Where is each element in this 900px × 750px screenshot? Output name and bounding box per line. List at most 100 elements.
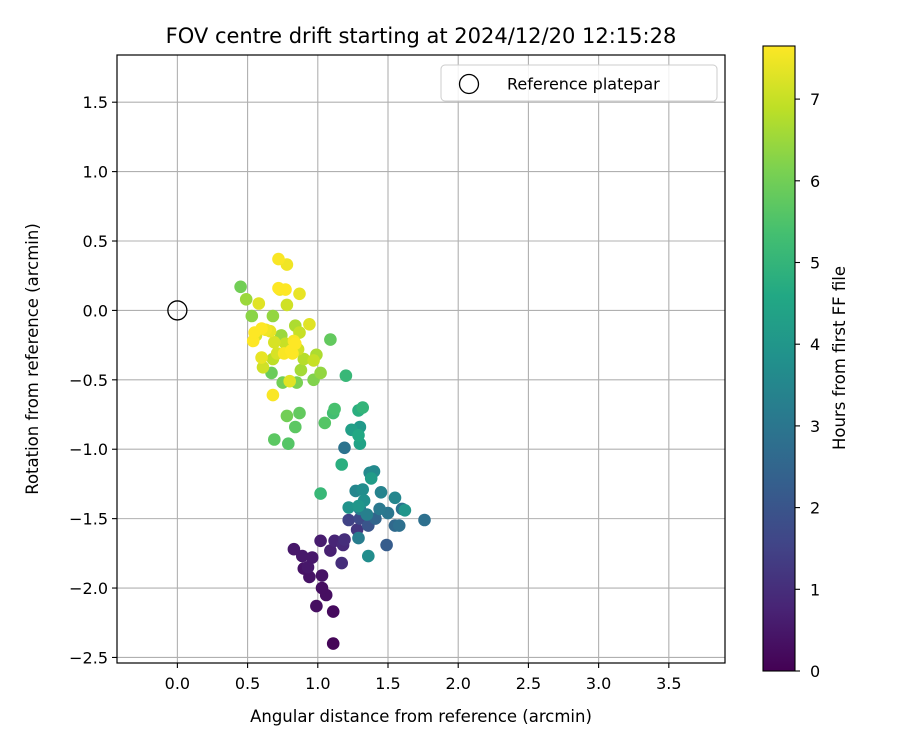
colorbar-label: Hours from first FF file: [830, 266, 849, 450]
data-point: [352, 531, 365, 545]
data-point: [282, 437, 295, 451]
y-tick-label: 1.0: [83, 163, 108, 182]
data-point: [297, 352, 311, 366]
x-tick-label: 0.0: [165, 674, 190, 693]
data-point: [315, 581, 329, 595]
data-point: [266, 388, 280, 402]
data-point: [335, 556, 349, 570]
data-point: [315, 569, 329, 582]
data-point: [324, 544, 337, 557]
colorbar: [762, 45, 796, 672]
data-point: [289, 337, 302, 351]
data-point: [324, 333, 337, 346]
data-point: [356, 401, 370, 414]
reference-marker: [167, 300, 188, 321]
y-axis-label: Rotation from reference (arcmin): [23, 223, 42, 495]
y-tick-label: −1.5: [69, 510, 108, 529]
data-points: [234, 252, 431, 650]
data-point: [303, 318, 316, 331]
data-point: [293, 406, 306, 420]
x-axis-ticks: 0.0 0.5 1.0 1.5 2.0 2.5 3.0 3.5: [165, 663, 682, 693]
colorbar-tick-label: 5: [810, 254, 820, 273]
y-axis-ticks: −2.5 −2.0 −1.5 −1.0 −0.5 0.0 0.5 1.0 1.5: [69, 93, 117, 667]
y-tick-label: 0.5: [83, 232, 108, 251]
colorbar-tick-label: 7: [810, 90, 820, 109]
data-point: [342, 513, 356, 527]
grid: [117, 55, 725, 663]
chart-title: FOV centre drift starting at 2024/12/20 …: [166, 24, 677, 48]
colorbar-tick-label: 2: [810, 499, 820, 518]
data-point: [296, 549, 309, 563]
data-point: [326, 637, 340, 650]
reference-platepar-point: [167, 300, 188, 321]
data-point: [256, 361, 270, 374]
y-tick-label: −1.0: [69, 440, 108, 459]
data-point: [279, 283, 292, 296]
x-tick-label: 2.5: [516, 674, 541, 693]
data-point: [360, 508, 374, 521]
data-point: [342, 501, 356, 514]
data-point: [293, 287, 306, 301]
data-point: [392, 519, 406, 532]
data-point: [289, 420, 302, 434]
data-point: [314, 534, 327, 548]
data-point: [356, 483, 370, 496]
data-point: [280, 409, 294, 423]
data-point: [234, 280, 247, 294]
data-point: [245, 309, 259, 323]
data-point: [266, 309, 280, 323]
colorbar-tick-label: 1: [810, 580, 820, 599]
x-tick-label: 0.5: [235, 674, 260, 693]
data-point: [310, 599, 323, 613]
data-point: [280, 298, 294, 312]
data-point: [374, 486, 388, 499]
data-point: [301, 560, 315, 574]
colorbar-tick-label: 3: [810, 417, 820, 436]
data-point: [248, 326, 261, 339]
colorbar-ticks: 0 1 2 3 4 5 6 7: [795, 90, 820, 681]
data-point: [364, 472, 378, 485]
data-point: [255, 351, 268, 364]
data-point: [268, 336, 281, 349]
data-point: [239, 293, 253, 306]
data-point: [335, 458, 349, 471]
data-point: [307, 354, 320, 367]
data-point: [283, 374, 297, 388]
colorbar-tick-label: 4: [810, 335, 820, 354]
data-point: [373, 502, 386, 516]
legend: Reference platepar: [440, 64, 718, 102]
legend-entry-label: Reference platepar: [507, 75, 660, 94]
x-tick-label: 1.0: [305, 674, 330, 693]
y-tick-label: −2.0: [69, 579, 108, 598]
data-point: [268, 433, 281, 446]
data-point: [326, 605, 340, 618]
data-point: [287, 542, 301, 556]
data-point: [294, 363, 308, 377]
x-tick-label: 2.0: [445, 674, 470, 693]
data-point: [286, 347, 299, 360]
data-point: [305, 551, 319, 564]
y-tick-label: −2.5: [69, 648, 108, 667]
data-point: [328, 402, 341, 416]
y-tick-label: 0.0: [83, 301, 108, 320]
data-point: [352, 499, 365, 513]
data-point: [252, 297, 266, 310]
data-point: [352, 429, 365, 442]
y-tick-label: −0.5: [69, 371, 108, 390]
colorbar-tick-label: 0: [810, 662, 820, 681]
data-point: [388, 491, 402, 505]
data-point: [272, 252, 285, 266]
data-point: [314, 487, 327, 500]
legend-marker-open-circle: [458, 73, 480, 95]
y-tick-label: 1.5: [83, 93, 108, 112]
data-point: [362, 549, 375, 563]
x-tick-label: 3.0: [586, 674, 611, 693]
x-tick-label: 1.5: [375, 674, 400, 693]
colorbar-tick-label: 6: [810, 172, 820, 191]
data-point: [339, 369, 353, 383]
data-point: [380, 538, 393, 552]
data-point: [314, 366, 327, 380]
data-point: [318, 416, 332, 430]
data-point: [398, 504, 412, 517]
